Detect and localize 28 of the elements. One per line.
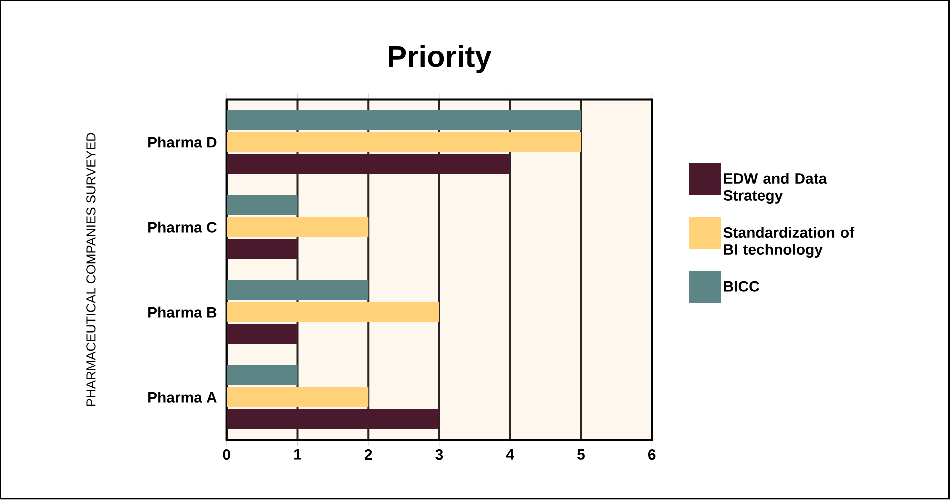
y-tick-label: Pharma B	[148, 307, 217, 318]
y-tick-label: Pharma A	[148, 392, 217, 404]
bar	[226, 132, 582, 152]
x-tick-label: 0	[223, 450, 230, 460]
bar	[226, 154, 510, 174]
y-axis-title: PHARMACEUTICAL COMPANIES SURVEYED	[86, 133, 96, 406]
legend-label: EDW and Data Strategy	[724, 173, 828, 204]
x-tick-label: 5	[578, 450, 585, 460]
bar	[226, 302, 440, 323]
bar	[226, 239, 298, 260]
chart-title: Priority	[389, 46, 492, 74]
bar	[226, 217, 369, 238]
bar	[226, 366, 298, 386]
x-tick-label: 4	[506, 450, 514, 460]
legend-label: BICC	[724, 281, 760, 292]
x-tick-label: 2	[364, 450, 372, 460]
bar	[226, 388, 369, 408]
bar	[226, 280, 369, 301]
y-tick-label: Pharma C	[148, 222, 217, 233]
x-tick-label: 3	[436, 450, 444, 460]
legend-label: Standardization of BI technology	[724, 227, 855, 258]
bar	[226, 410, 440, 430]
bar	[226, 195, 298, 216]
y-tick-label: Pharma D	[148, 136, 217, 148]
bar	[226, 110, 582, 130]
x-tick-label: 1	[294, 450, 302, 460]
bar	[226, 324, 298, 345]
x-tick-label: 6	[648, 450, 656, 460]
